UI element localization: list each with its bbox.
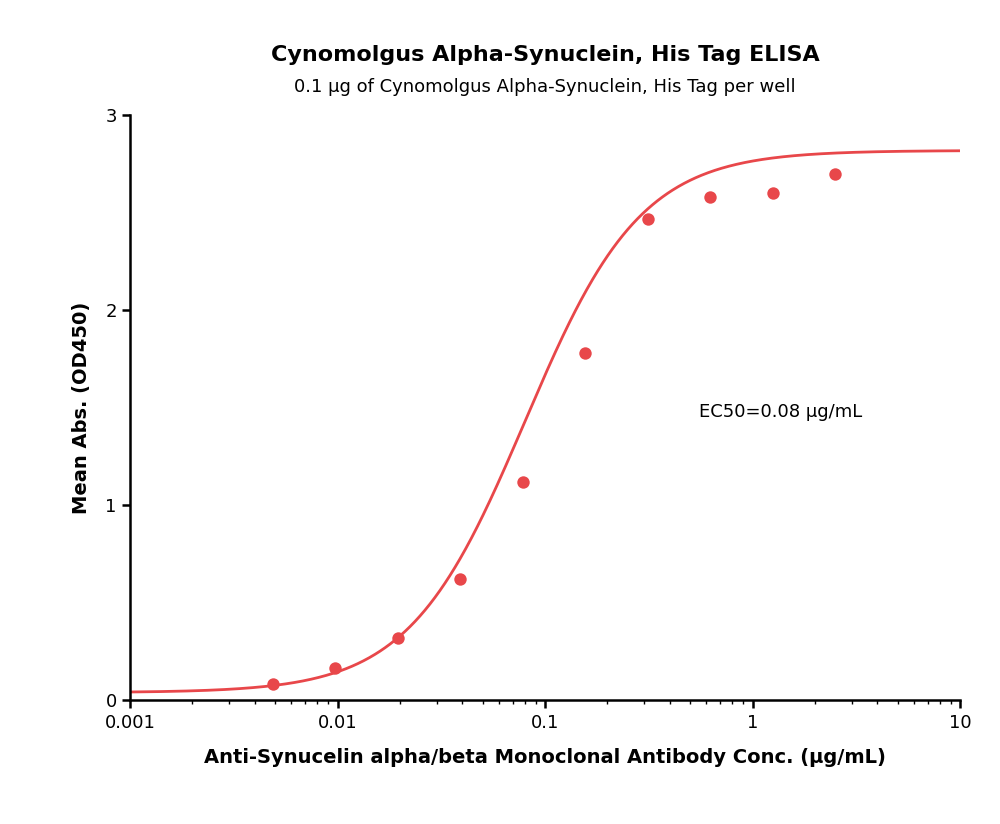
Text: EC50=0.08 μg/mL: EC50=0.08 μg/mL bbox=[699, 403, 862, 421]
X-axis label: Anti-Synucelin alpha/beta Monoclonal Antibody Conc. (μg/mL): Anti-Synucelin alpha/beta Monoclonal Ant… bbox=[204, 748, 886, 767]
Point bbox=[515, 475, 531, 489]
Text: 0.1 μg of Cynomolgus Alpha-Synuclein, His Tag per well: 0.1 μg of Cynomolgus Alpha-Synuclein, Hi… bbox=[294, 78, 796, 96]
Point bbox=[390, 631, 406, 644]
Point bbox=[452, 573, 468, 586]
Point bbox=[702, 190, 718, 204]
Y-axis label: Mean Abs. (OD450): Mean Abs. (OD450) bbox=[72, 302, 91, 514]
Point bbox=[640, 212, 656, 225]
Point bbox=[265, 677, 281, 691]
Point bbox=[765, 187, 781, 200]
Text: Cynomolgus Alpha-Synuclein, His Tag ELISA: Cynomolgus Alpha-Synuclein, His Tag ELIS… bbox=[271, 45, 819, 65]
Point bbox=[827, 167, 843, 180]
Point bbox=[577, 347, 593, 360]
Point bbox=[327, 662, 343, 675]
